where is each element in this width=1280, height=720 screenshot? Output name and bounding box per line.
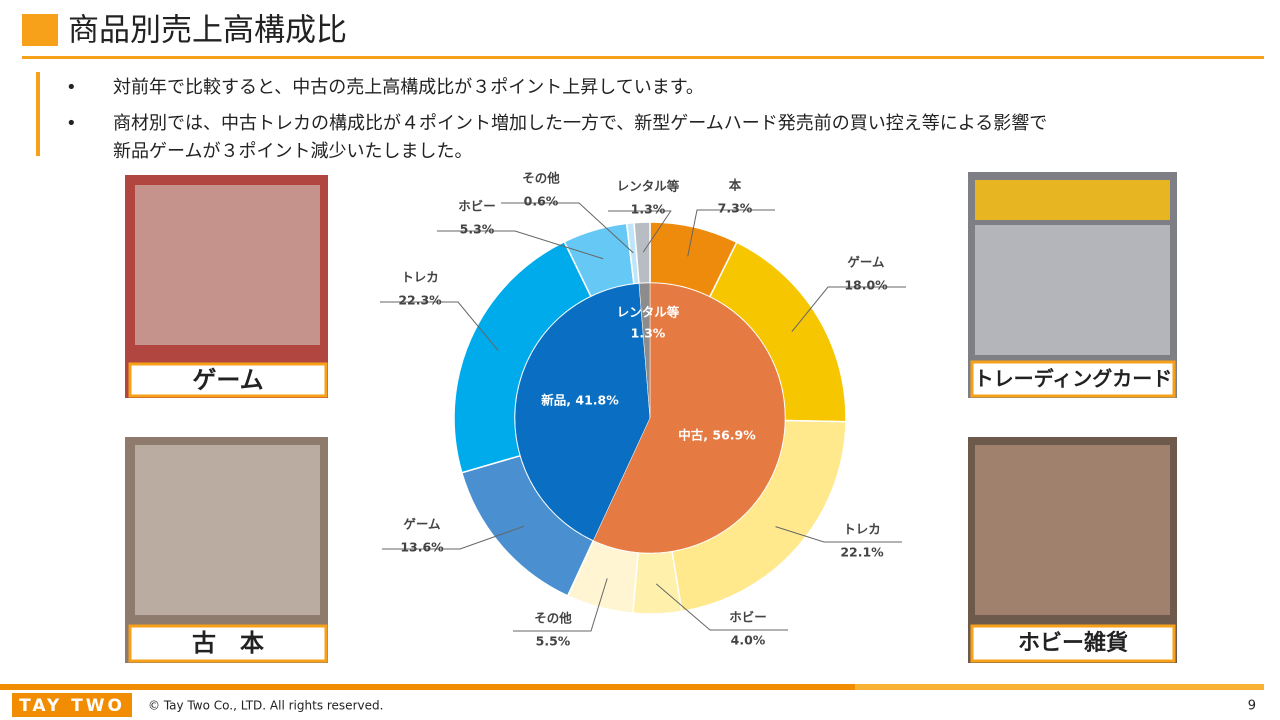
- category-label: レンタル等: [617, 179, 680, 194]
- value-label: 1.3%: [631, 326, 666, 341]
- photo: トレーディングカード: [968, 172, 1177, 398]
- title-marker: [22, 14, 58, 46]
- category-label: レンタル等: [617, 305, 680, 320]
- page-number: 9: [1248, 699, 1256, 714]
- value-label: 7.3%: [718, 201, 753, 216]
- category-label: ゲーム: [847, 255, 885, 270]
- category-label: ゲーム: [403, 517, 441, 532]
- bullet: •: [66, 77, 77, 98]
- leader-line: [501, 202, 634, 254]
- leader-line: [791, 286, 906, 333]
- category-label: トレカ: [401, 270, 439, 285]
- category-label: 本: [729, 178, 742, 193]
- value-label: 13.6%: [400, 540, 444, 555]
- value-label: 5.5%: [536, 634, 571, 649]
- category-label: その他: [522, 171, 560, 186]
- leader-line: [513, 578, 608, 632]
- value-label: 22.3%: [398, 293, 442, 308]
- logo-text: TAY TWO: [19, 696, 125, 716]
- footer-bar: [0, 684, 855, 690]
- slice: [514, 283, 651, 541]
- photo-caption: トレーディングカード: [974, 367, 1173, 391]
- donut-chart: 本 7.3% ゲーム 18.0% トレカ 22.1% ホビー 4.0% その他 5.5% ゲーム 13…: [380, 171, 906, 649]
- photo: ゲーム: [125, 175, 328, 398]
- logo: [12, 693, 132, 717]
- footer-bar: [855, 684, 1264, 690]
- photo-caption: ホビー雑貨: [1018, 630, 1128, 656]
- value-label: 18.0%: [844, 278, 888, 293]
- leader-line: [380, 301, 499, 351]
- leader-line: [687, 209, 775, 257]
- bullet: •: [66, 113, 77, 134]
- value-label: 22.1%: [840, 545, 884, 560]
- value-label: 1.3%: [631, 202, 666, 217]
- value-label: 新品, 41.8%: [541, 393, 619, 408]
- value-label: 5.3%: [460, 222, 495, 237]
- value-label: 4.0%: [731, 633, 766, 648]
- value-label: 0.6%: [524, 194, 559, 209]
- copyright: © Tay Two Co., LTD. All rights reserved.: [148, 699, 383, 713]
- slice: [592, 282, 786, 554]
- photo-caption: 古 本: [192, 629, 264, 657]
- category-label: トレカ: [843, 522, 881, 537]
- photo-caption: ゲーム: [192, 366, 263, 394]
- leader-line: [382, 525, 525, 550]
- leader-line: [437, 230, 604, 260]
- bullet-bar: [36, 72, 40, 156]
- photo: 古 本: [125, 437, 328, 663]
- category-label: その他: [534, 611, 572, 626]
- bullet-text: 新品ゲームが３ポイント減少いたしました。: [113, 141, 472, 162]
- value-label: 中古, 56.9%: [678, 428, 756, 443]
- leader-line: [655, 583, 788, 631]
- leader-line: [775, 526, 902, 543]
- slice: [638, 282, 651, 419]
- photo: ホビー雑貨: [968, 437, 1177, 663]
- title-rule: [22, 56, 1264, 59]
- slide-title: 商品別売上高構成比: [68, 13, 347, 49]
- leader-line: [608, 210, 672, 253]
- bullet-text: 商材別では、中古トレカの構成比が４ポイント増加した一方で、新型ゲームハード発売前…: [113, 113, 1047, 134]
- category-label: ホビー: [729, 610, 767, 625]
- bullet-text: 対前年で比較すると、中古の売上高構成比が３ポイント上昇しています。: [113, 77, 704, 98]
- category-label: ホビー: [458, 199, 496, 214]
